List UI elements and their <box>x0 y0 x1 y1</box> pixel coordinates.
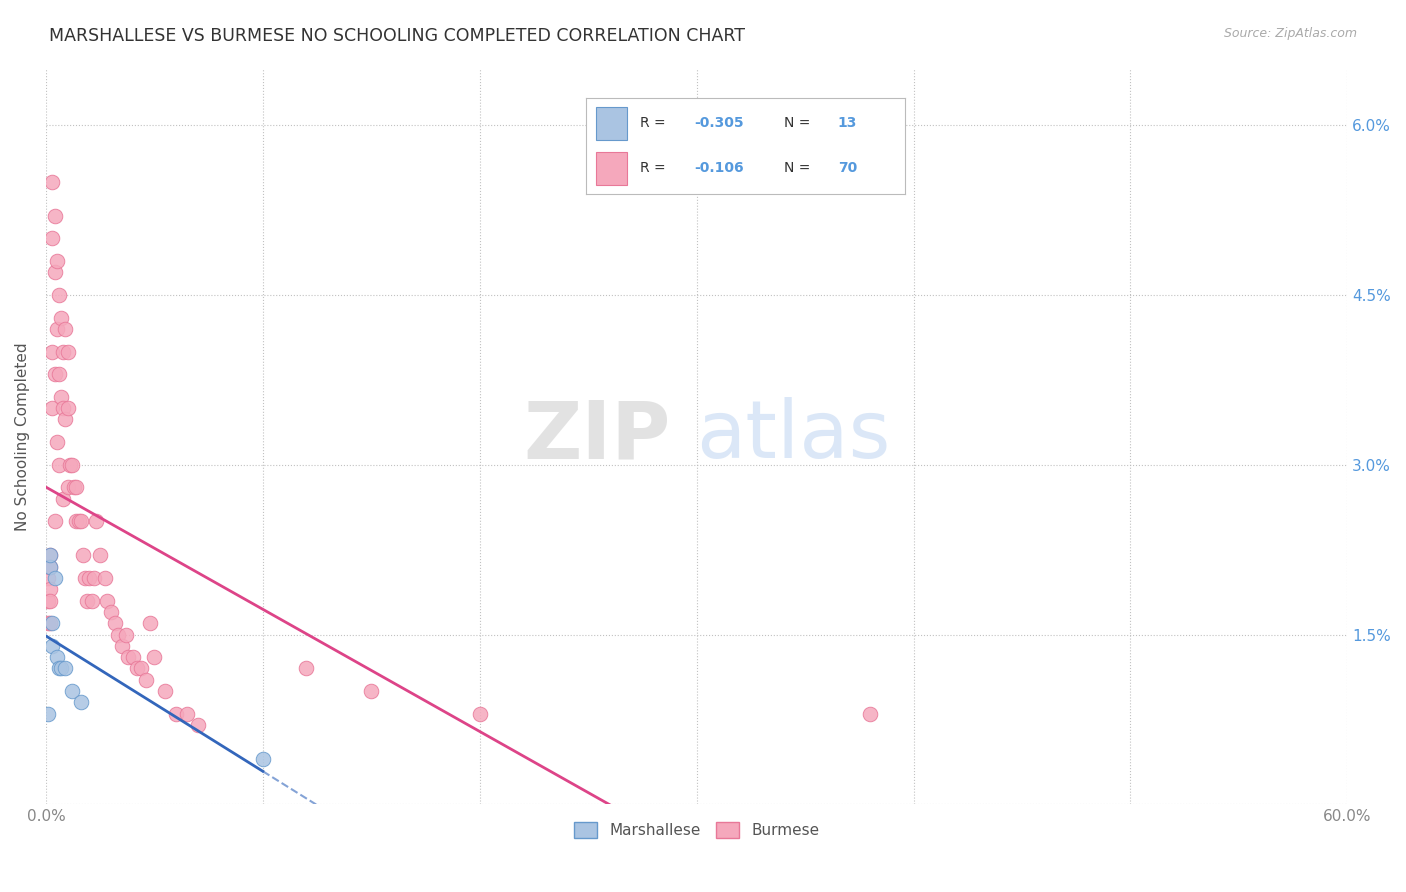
Point <box>52 491 75 506</box>
Text: MARSHALLESE VS BURMESE NO SCHOOLING COMPLETED CORRELATION CHART: MARSHALLESE VS BURMESE NO SCHOOLING COMP… <box>49 27 745 45</box>
Text: atlas: atlas <box>696 398 891 475</box>
Point <box>360 684 382 698</box>
Point <box>49 661 72 675</box>
Point <box>67 514 90 528</box>
Point <box>48 661 70 675</box>
Point <box>56 344 79 359</box>
Point <box>84 514 107 528</box>
Point <box>37 706 59 721</box>
Point <box>165 706 187 721</box>
Point <box>49 310 72 325</box>
Point <box>468 706 491 721</box>
Point <box>41 175 63 189</box>
Point <box>52 344 75 359</box>
Point <box>93 571 115 585</box>
Point <box>41 344 63 359</box>
Point <box>55 661 77 675</box>
Point <box>59 458 82 472</box>
Point <box>252 752 274 766</box>
Point <box>176 706 198 721</box>
Point <box>44 265 66 279</box>
Point <box>69 514 91 528</box>
Point <box>79 571 101 585</box>
Point <box>56 480 79 494</box>
Point <box>39 559 62 574</box>
Point <box>89 549 111 563</box>
Point <box>52 401 75 416</box>
Point <box>44 209 66 223</box>
Point <box>859 706 882 721</box>
Point <box>143 650 166 665</box>
Point <box>107 627 129 641</box>
Point <box>41 639 63 653</box>
Point <box>65 514 87 528</box>
Point <box>39 616 62 631</box>
Point <box>45 254 67 268</box>
Point <box>187 718 209 732</box>
Point <box>37 616 59 631</box>
Point <box>76 593 98 607</box>
Point <box>125 661 148 675</box>
Point <box>45 322 67 336</box>
Point <box>39 582 62 597</box>
Point <box>55 412 77 426</box>
Point <box>83 571 105 585</box>
Point <box>96 593 118 607</box>
Point <box>48 367 70 381</box>
Point <box>37 593 59 607</box>
Legend: Marshallese, Burmese: Marshallese, Burmese <box>568 816 825 845</box>
Y-axis label: No Schooling Completed: No Schooling Completed <box>15 343 30 531</box>
Point <box>295 661 318 675</box>
Point <box>45 435 67 450</box>
Point <box>44 514 66 528</box>
Text: ZIP: ZIP <box>523 398 671 475</box>
Point <box>55 322 77 336</box>
Point <box>41 401 63 416</box>
Point <box>155 684 177 698</box>
Point <box>37 559 59 574</box>
Point <box>39 559 62 574</box>
Point <box>100 605 122 619</box>
Point <box>56 401 79 416</box>
Point <box>44 571 66 585</box>
Point <box>39 593 62 607</box>
Point <box>60 684 83 698</box>
Point <box>80 593 103 607</box>
Point <box>121 650 143 665</box>
Point <box>37 571 59 585</box>
Point <box>39 549 62 563</box>
Point <box>69 695 91 709</box>
Point <box>104 616 127 631</box>
Point <box>73 571 96 585</box>
Point <box>135 673 157 687</box>
Point <box>48 458 70 472</box>
Point <box>131 661 153 675</box>
Point <box>44 367 66 381</box>
Point <box>65 480 87 494</box>
Point <box>139 616 162 631</box>
Point <box>72 549 94 563</box>
Point <box>45 650 67 665</box>
Text: Source: ZipAtlas.com: Source: ZipAtlas.com <box>1223 27 1357 40</box>
Point <box>49 390 72 404</box>
Point <box>41 231 63 245</box>
Point <box>41 616 63 631</box>
Point <box>111 639 134 653</box>
Point <box>39 549 62 563</box>
Point <box>117 650 139 665</box>
Point <box>48 288 70 302</box>
Point <box>60 458 83 472</box>
Point <box>63 480 86 494</box>
Point <box>115 627 138 641</box>
